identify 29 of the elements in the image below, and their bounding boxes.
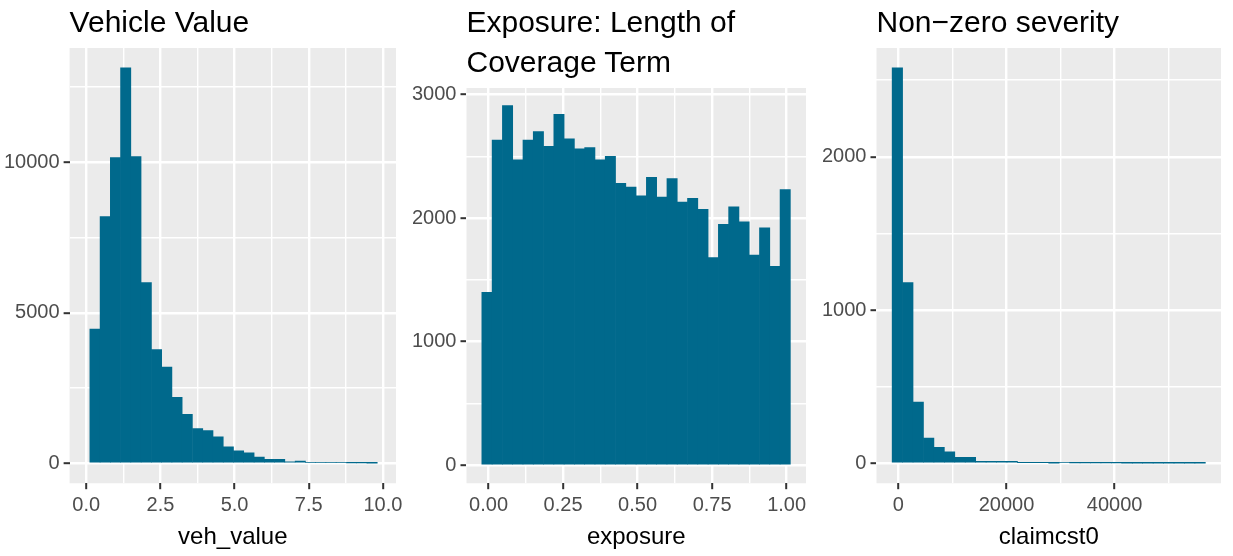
x-tick-label: 5.0	[220, 492, 249, 515]
x-tick-label: 40000	[1086, 492, 1143, 515]
y-tick-label: 0	[445, 452, 457, 475]
x-tick-label: 0.75	[692, 492, 732, 515]
chart-title: Vehicle Value	[69, 4, 251, 40]
x-tick-label: 7.5	[294, 492, 323, 515]
y-tick-label: 1000	[821, 297, 867, 320]
y-tick-label: 0	[855, 450, 867, 473]
x-axis-title: veh_value	[178, 522, 288, 550]
chart-title: Non−zero severity	[876, 4, 1121, 40]
y-tick-label: 1000	[411, 329, 457, 352]
y-tick-label: 2000	[821, 144, 867, 167]
y-tick-label: 5000	[15, 300, 60, 323]
y-tick-label: 2000	[411, 205, 457, 228]
x-tick-label: 0.50	[618, 492, 658, 515]
chart-title: Exposure: Length of Coverage Term	[466, 4, 736, 80]
x-tick-label: 20000	[978, 492, 1035, 515]
y-tick-label: 0	[48, 450, 60, 473]
x-axis-title: claimcst0	[998, 522, 1099, 550]
x-tick-label: 0	[892, 492, 904, 515]
x-tick-label: 1.00	[767, 492, 807, 515]
y-tick-label: 10000	[3, 149, 60, 172]
x-axis-title: exposure	[586, 522, 686, 550]
x-tick-label: 0.25	[543, 492, 583, 515]
x-tick-label: 0.00	[469, 492, 509, 515]
x-tick-label: 2.5	[146, 492, 175, 515]
x-tick-label: 10.0	[363, 492, 403, 515]
y-tick-label: 3000	[411, 81, 457, 104]
x-tick-label: 0.0	[72, 492, 101, 515]
